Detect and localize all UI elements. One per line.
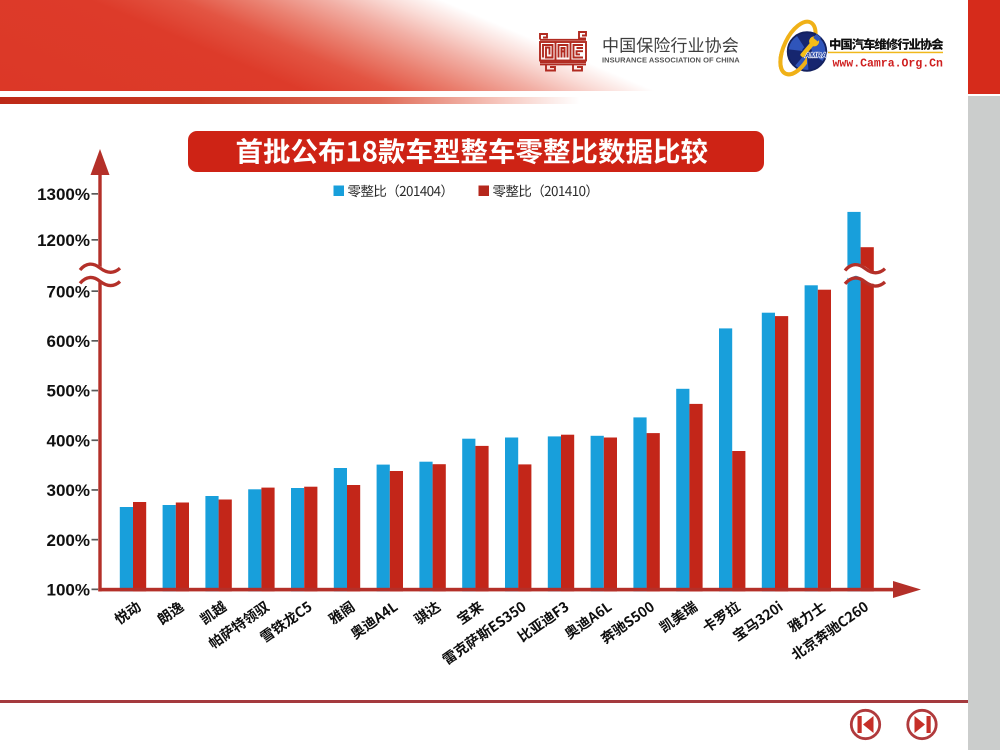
svg-text:300%: 300%: [47, 481, 90, 500]
svg-text:100%: 100%: [47, 581, 90, 600]
svg-text:1300%: 1300%: [37, 185, 90, 204]
svg-text:INSURANCE ASSOCIATION OF CHINA: INSURANCE ASSOCIATION OF CHINA: [602, 56, 740, 65]
svg-text:600%: 600%: [47, 332, 90, 351]
svg-text:500%: 500%: [47, 382, 90, 401]
svg-text:1200%: 1200%: [37, 231, 90, 250]
svg-text:700%: 700%: [47, 282, 90, 301]
svg-text:AMRA: AMRA: [804, 51, 827, 60]
svg-text:www.Camra.Org.Cn: www.Camra.Org.Cn: [833, 57, 944, 70]
svg-text:400%: 400%: [47, 431, 90, 450]
svg-text:200%: 200%: [47, 531, 90, 550]
